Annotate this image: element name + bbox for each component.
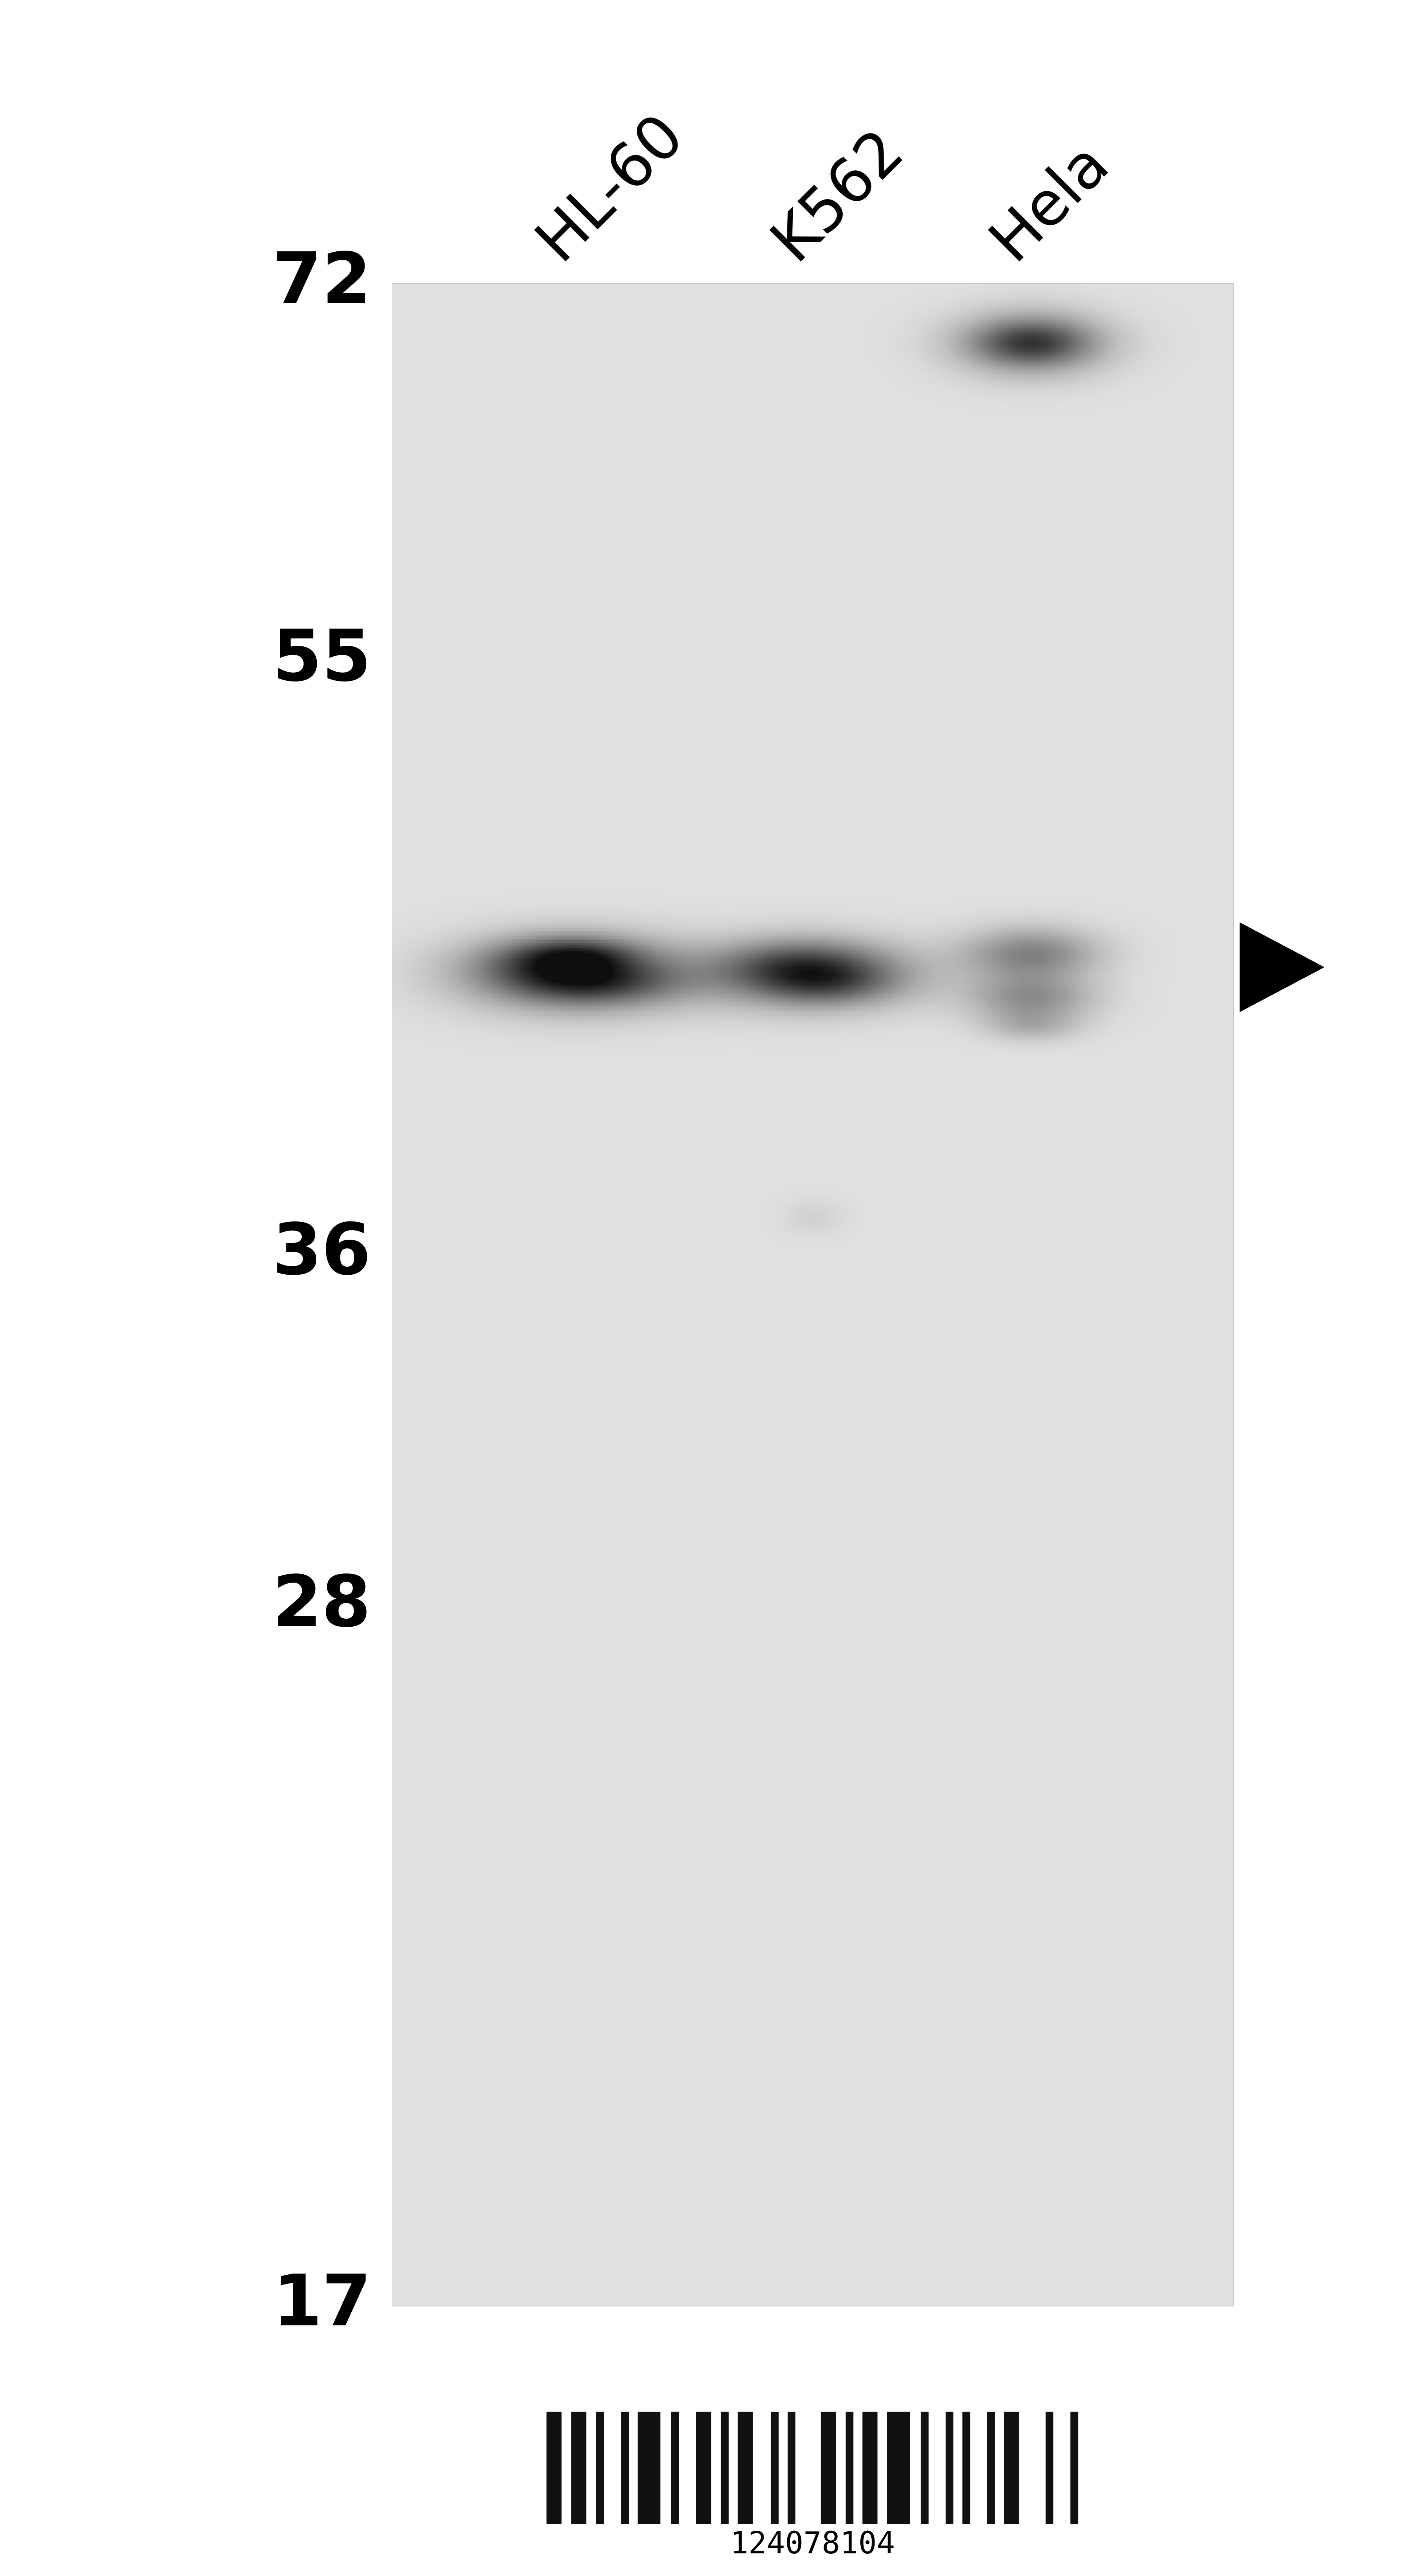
Polygon shape [1240,922,1324,1012]
Bar [846,2411,853,2524]
Bar [821,2411,835,2524]
Bar [671,2411,678,2524]
Text: 72: 72 [273,250,371,317]
Text: 55: 55 [272,626,371,696]
Bar [1070,2411,1077,2524]
Bar [621,2411,629,2524]
Bar [738,2411,752,2524]
Bar [787,2411,794,2524]
Text: 28: 28 [273,1571,371,1641]
Bar [1045,2411,1052,2524]
Bar [962,2411,969,2524]
Text: 17: 17 [273,2272,371,2339]
Bar [920,2411,927,2524]
Bar [946,2411,953,2524]
Bar [863,2411,877,2524]
Text: 36: 36 [272,1221,371,1288]
Bar [546,2411,560,2524]
Bar [722,2411,729,2524]
Bar [597,2411,604,2524]
Text: K562: K562 [762,118,915,270]
Bar [572,2411,586,2524]
Bar [988,2411,995,2524]
Bar [887,2411,909,2524]
Text: Hela: Hela [981,131,1119,270]
Bar [771,2411,779,2524]
Text: HL-60: HL-60 [527,103,695,270]
Bar [696,2411,710,2524]
Text: 124078104: 124078104 [730,2530,895,2561]
Bar [1005,2411,1019,2524]
Bar [637,2411,660,2524]
Bar [392,283,1233,2306]
